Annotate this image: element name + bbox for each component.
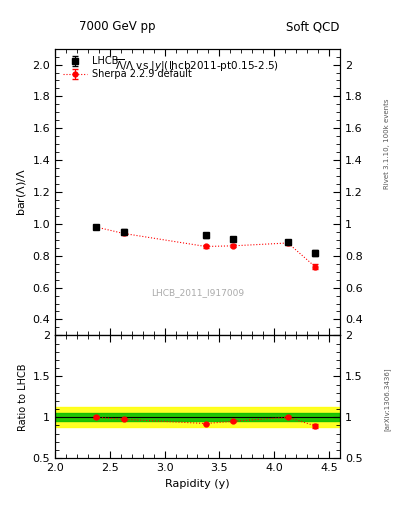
Legend: LHCB, Sherpa 2.2.9 default: LHCB, Sherpa 2.2.9 default xyxy=(60,53,195,82)
Y-axis label: bar($\Lambda$)/$\Lambda$: bar($\Lambda$)/$\Lambda$ xyxy=(15,168,28,216)
Text: Rivet 3.1.10, 100k events: Rivet 3.1.10, 100k events xyxy=(384,98,390,188)
Text: [arXiv:1306.3436]: [arXiv:1306.3436] xyxy=(384,368,391,431)
Text: $\overline{\Lambda}/\Lambda$ vs $|y|$(lhcb2011-pt0.15-2.5): $\overline{\Lambda}/\Lambda$ vs $|y|$(lh… xyxy=(116,57,279,74)
Text: LHCB_2011_I917009: LHCB_2011_I917009 xyxy=(151,288,244,297)
Text: Soft QCD: Soft QCD xyxy=(286,20,340,33)
Bar xyxy=(55,408,340,427)
Y-axis label: Ratio to LHCB: Ratio to LHCB xyxy=(18,363,28,431)
Text: 7000 GeV pp: 7000 GeV pp xyxy=(79,20,155,33)
Bar xyxy=(55,413,340,421)
X-axis label: Rapidity (y): Rapidity (y) xyxy=(165,479,230,488)
